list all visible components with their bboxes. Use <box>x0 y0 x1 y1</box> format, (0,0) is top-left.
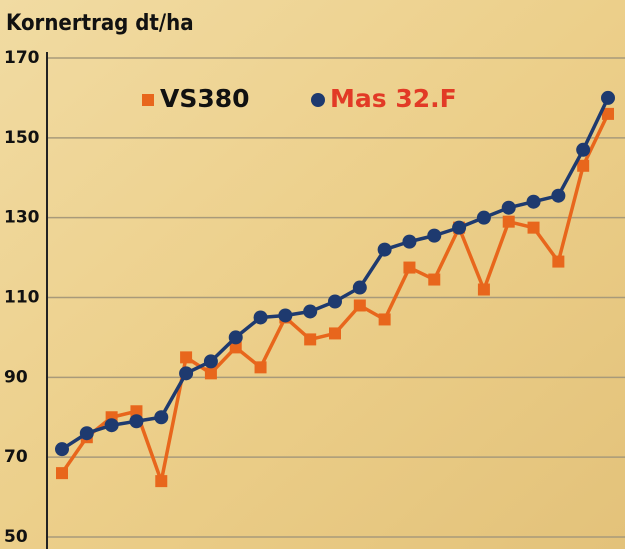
data-point <box>179 366 193 380</box>
data-point <box>303 304 317 318</box>
data-point <box>354 299 366 311</box>
y-tick-label: 110 <box>4 288 40 308</box>
data-point <box>56 467 68 479</box>
legend-label: Mas 32.F <box>330 84 457 113</box>
data-point <box>154 410 168 424</box>
y-tick-label: 150 <box>4 128 40 148</box>
data-point <box>428 274 440 286</box>
y-tick-label: 130 <box>4 208 40 228</box>
legend-marker <box>311 93 325 107</box>
y-tick-label: 170 <box>4 48 40 68</box>
chart: Kornertrag dt/ha 50 70 90 110 130 150 170 VS380… <box>0 0 625 549</box>
data-point <box>601 91 615 105</box>
data-point <box>379 313 391 325</box>
legend-label: VS380 <box>160 84 250 113</box>
data-point <box>477 211 491 225</box>
data-point <box>502 201 516 215</box>
data-point <box>552 256 564 268</box>
data-point <box>576 143 590 157</box>
data-point <box>551 189 565 203</box>
y-tick-label: 50 <box>4 527 28 547</box>
data-point <box>527 195 541 209</box>
data-point <box>180 351 192 363</box>
data-point <box>204 354 218 368</box>
data-point <box>80 426 94 440</box>
legend-marker <box>142 94 154 106</box>
data-point <box>129 414 143 428</box>
data-point <box>577 160 589 172</box>
y-tick-label: 70 <box>4 447 28 467</box>
data-point <box>353 281 367 295</box>
background <box>0 0 625 549</box>
data-point <box>329 327 341 339</box>
data-point <box>205 367 217 379</box>
data-point <box>255 361 267 373</box>
data-point <box>403 262 415 274</box>
data-point <box>503 216 515 228</box>
data-point <box>478 284 490 296</box>
y-tick-label: 90 <box>4 367 28 387</box>
data-point <box>528 222 540 234</box>
data-point <box>229 330 243 344</box>
data-point <box>55 442 69 456</box>
data-point <box>328 294 342 308</box>
data-point <box>378 243 392 257</box>
data-point <box>105 418 119 432</box>
data-point <box>278 308 292 322</box>
data-point <box>452 221 466 235</box>
data-point <box>254 310 268 324</box>
data-point <box>427 229 441 243</box>
chart-title: Kornertrag dt/ha <box>6 11 194 36</box>
data-point <box>155 475 167 487</box>
data-point <box>304 333 316 345</box>
data-point <box>402 235 416 249</box>
